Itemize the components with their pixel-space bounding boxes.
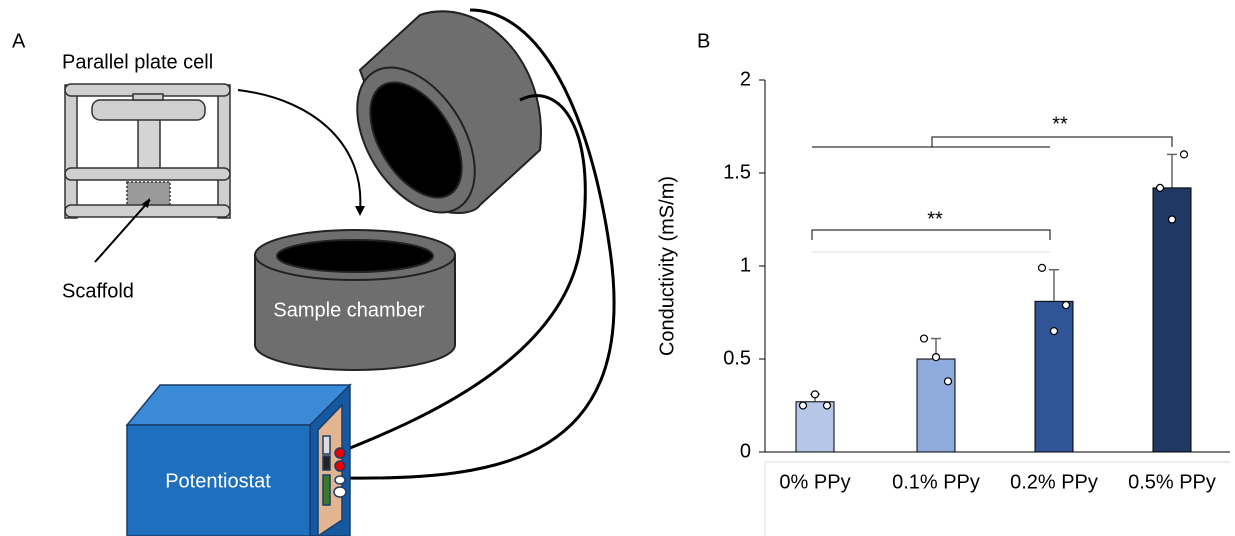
bar <box>916 358 956 453</box>
significance <box>811 136 1173 253</box>
bar <box>1034 300 1074 453</box>
device-label: Potentiostat <box>165 470 271 492</box>
data-point <box>1061 300 1071 310</box>
annotation: ** <box>1052 113 1068 135</box>
panel-label: A <box>12 30 26 52</box>
x-tick-label: 0.2% PPy <box>1010 471 1098 493</box>
pointer <box>94 199 151 263</box>
y-tick-label: 1 <box>740 254 751 276</box>
x-tick-label: 0% PPy <box>779 471 850 493</box>
data-point <box>822 401 832 410</box>
y-tick-label: 1.5 <box>723 161 751 183</box>
x-tick-label: 0.5% PPy <box>1128 471 1216 493</box>
y-tick-label: 2 <box>740 68 751 90</box>
cell-label: Parallel plate cell <box>62 51 213 73</box>
wires <box>344 8 616 480</box>
data-point <box>1049 327 1059 336</box>
arrow <box>237 89 362 211</box>
data-point <box>943 377 953 386</box>
arrow-head <box>355 206 365 216</box>
data-point <box>1155 183 1165 192</box>
y-tick-label: 0 <box>740 440 751 462</box>
chamber-label: Sample chamber <box>273 299 425 321</box>
ring <box>356 10 542 214</box>
chamber <box>254 229 456 371</box>
data-point <box>1037 263 1047 272</box>
panel-label: B <box>697 30 710 52</box>
parallel-plate-cell <box>64 83 231 219</box>
potentiostat <box>125 383 352 536</box>
data-point <box>1179 150 1189 159</box>
x-tick-label: 0.1% PPy <box>892 471 980 493</box>
data-point <box>1167 215 1177 224</box>
y-axis-title: Conductivity (mS/m) <box>656 176 678 356</box>
data-point <box>798 401 808 410</box>
data-point <box>810 390 820 399</box>
bar <box>1152 187 1192 453</box>
scaffold-label: Scaffold <box>62 280 134 302</box>
data-point <box>931 353 941 362</box>
data-point <box>919 334 929 343</box>
bar <box>795 401 835 453</box>
annotation: ** <box>927 208 943 230</box>
arrow-head <box>142 198 150 208</box>
y-tick-label: 0.5 <box>723 347 751 369</box>
